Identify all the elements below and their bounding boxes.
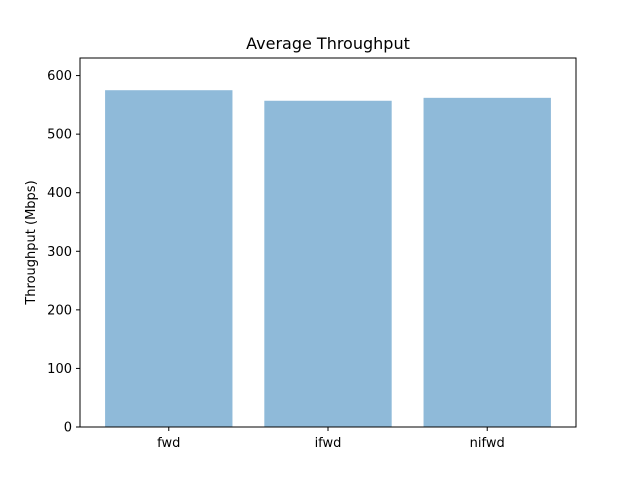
bars-group — [105, 90, 551, 428]
x-tick-label-fwd: fwd — [157, 436, 180, 451]
x-tick-label-nifwd: nifwd — [470, 436, 505, 451]
x-tick-label-ifwd: ifwd — [315, 436, 342, 451]
bar-nifwd — [423, 97, 551, 427]
bar-ifwd — [264, 100, 392, 427]
y-axis: 0 100 200 300 400 500 600 — [47, 69, 80, 436]
y-tick-label-400: 400 — [47, 186, 72, 201]
chart-title: Average Throughput — [246, 34, 410, 53]
plot-frame — [79, 57, 577, 428]
y-tick-label-300: 300 — [47, 245, 72, 260]
y-axis-label: Throughput (Mbps) — [24, 180, 39, 305]
y-tick-label-200: 200 — [47, 303, 72, 318]
y-tick-label-0: 0 — [64, 421, 72, 436]
y-tick-label-500: 500 — [47, 128, 72, 143]
y-tick-label-100: 100 — [47, 362, 72, 377]
x-axis: fwd ifwd nifwd — [157, 427, 505, 451]
y-tick-label-600: 600 — [47, 69, 72, 84]
bar-fwd — [105, 90, 233, 428]
